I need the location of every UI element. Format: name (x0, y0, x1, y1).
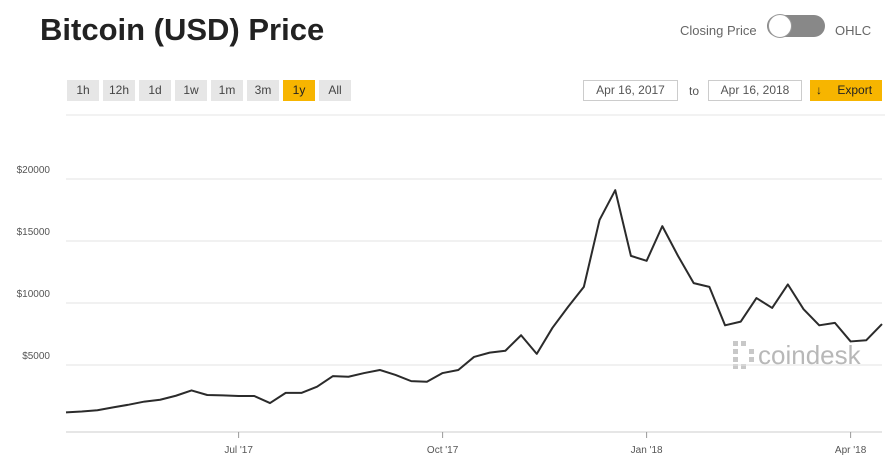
x-tick-label: Jan '18 (631, 445, 663, 456)
range-button[interactable]: 3m (247, 80, 279, 101)
x-tick-label: Jul '17 (224, 445, 253, 456)
date-from[interactable]: Apr 16, 2017 (583, 80, 678, 101)
export-button[interactable]: ↓ Export (810, 80, 882, 101)
range-button[interactable]: 1m (211, 80, 243, 101)
to-label: to (689, 84, 700, 98)
title: Bitcoin (USD) Price (40, 12, 325, 47)
price-line (65, 189, 883, 414)
range-button[interactable]: All (319, 80, 351, 101)
toggle-label[interactable]: Closing Price (680, 23, 757, 38)
toggle-knob[interactable] (768, 14, 792, 38)
y-tick-label: $10000 (17, 289, 51, 300)
y-tick-label: $20000 (17, 165, 51, 176)
watermark (733, 341, 754, 369)
range-button[interactable]: 1w (175, 80, 207, 101)
y-tick-label: $5000 (22, 351, 50, 362)
toggle-label[interactable]: OHLC (835, 23, 872, 38)
x-tick-label: Apr '18 (835, 445, 867, 456)
x-tick-label: Oct '17 (427, 445, 459, 456)
y-tick-label: $15000 (17, 227, 51, 238)
date-to[interactable]: Apr 16, 2018 (708, 80, 802, 101)
range-button[interactable]: 1d (139, 80, 171, 101)
range-button[interactable]: 1y (283, 80, 315, 101)
range-button[interactable]: 1h (67, 80, 99, 101)
range-button[interactable]: 12h (103, 80, 135, 101)
export-label: Export (837, 83, 873, 97)
